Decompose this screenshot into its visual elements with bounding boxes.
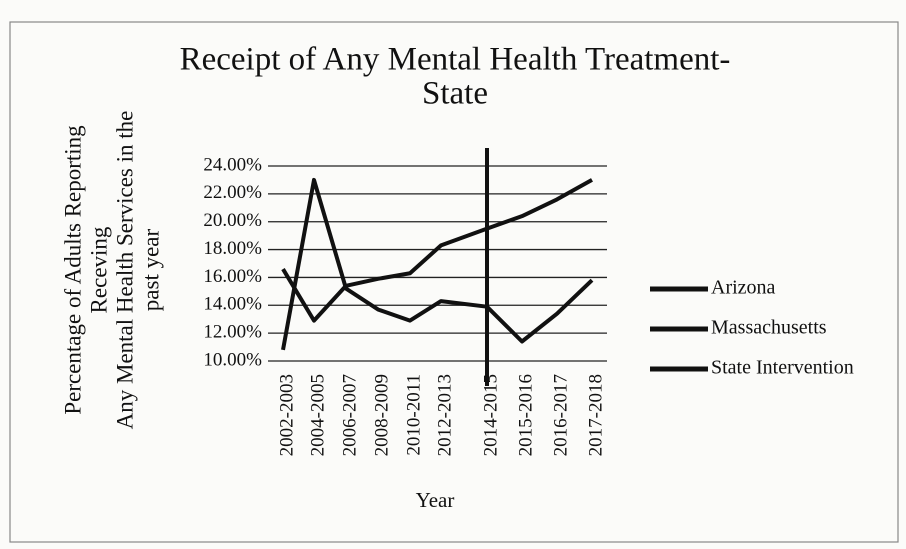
y-tick-label: 22.00% <box>203 182 262 203</box>
chart-title: State <box>422 76 488 112</box>
y-tick-label: 20.00% <box>203 210 262 231</box>
y-axis-label: Any Mental Health Services in the <box>112 111 137 430</box>
y-axis-label: Receving <box>86 226 111 313</box>
x-tick-label: 2015-2016 <box>515 374 536 456</box>
y-tick-label: 14.00% <box>203 294 262 315</box>
y-tick-label: 12.00% <box>203 322 262 343</box>
frame <box>9 21 899 543</box>
y-tick-label: 24.00% <box>203 154 262 175</box>
x-tick-label: 2008-2009 <box>371 374 392 456</box>
x-tick-label: 2017-2018 <box>585 374 606 456</box>
y-tick-label: 18.00% <box>203 238 262 259</box>
x-tick-label: 2010-2011 <box>403 374 424 456</box>
x-tick-label: 2004-2005 <box>307 374 328 456</box>
x-tick-label: 2016-2017 <box>550 374 571 456</box>
y-axis-label: past year <box>138 228 163 311</box>
chart-title: Receipt of Any Mental Health Treatment- <box>180 42 731 78</box>
series-line <box>281 177 594 351</box>
x-tick-label: 2006-2007 <box>339 374 360 456</box>
legend-label: Massachusetts <box>711 317 827 339</box>
x-tick-label: 2014-2015 <box>480 374 501 456</box>
legend-label: Arizona <box>711 277 776 299</box>
y-tick-label: 10.00% <box>203 349 262 370</box>
series-line <box>281 178 593 323</box>
y-axis-label: Percentage of Adults Reporting <box>60 125 85 415</box>
legend-label: State Intervention <box>711 357 854 379</box>
x-tick-label: 2012-2013 <box>434 374 455 456</box>
x-axis-label: Year <box>416 488 455 512</box>
y-tick-label: 16.00% <box>203 266 262 287</box>
x-tick-label: 2002-2003 <box>276 374 297 456</box>
